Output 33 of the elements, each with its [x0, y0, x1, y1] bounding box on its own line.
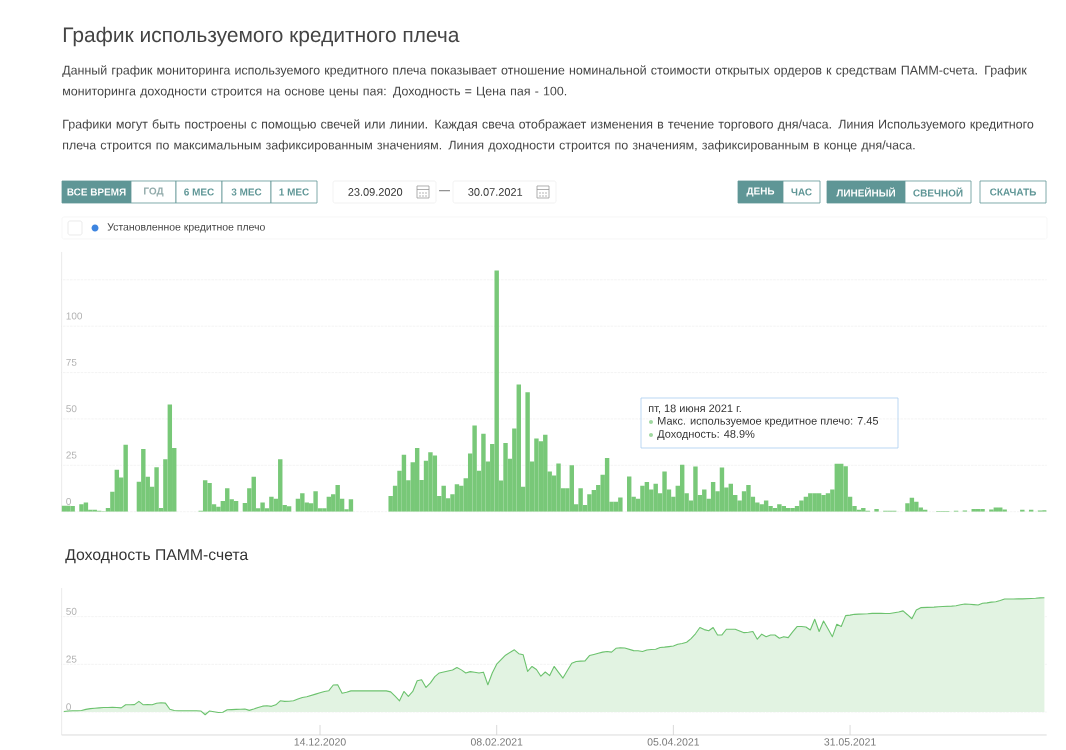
- y-tick-label: 75: [66, 358, 77, 366]
- annotation: пт, 18 июня 2021 г.: [648, 404, 741, 414]
- annotation: Макс. используемое кредитное плечо: 7.45: [658, 417, 879, 427]
- y-tick-label: 100: [66, 312, 83, 320]
- annotation: Доходность: 48.9%: [657, 430, 755, 440]
- text: СКАЧАТЬ: [990, 188, 1036, 196]
- text: 1 МЕС: [279, 188, 309, 196]
- text: Графики могут быть построены с помощью свечей или линии. Каждая свеча отображает изменения в течение торгового дня/часа. Линия Используемого кредитного плеча строится по максимальным зафиксированным значениям. Линия доходности строится по значениям, зафиксированным в конце дня/часа.: [63, 119, 1034, 152]
- text: СВЕЧНОЙ: [913, 187, 963, 197]
- y-tick-label: 25: [66, 655, 77, 663]
- x-tick-label: 31.05.2021: [824, 738, 876, 746]
- text: 6 МЕС: [184, 188, 214, 196]
- text: 3 МЕС: [231, 188, 262, 196]
- chart-subtitle: Данный график мониторинга используемого кредитного плеча показывает отношение номинальной стоимости открытых ордеров к средствам ПАММ-счета. График мониторинга доходности строится на основе цены пая: Доходность = Цена пая - 100.: [62, 65, 1027, 98]
- y-tick-label: 50: [66, 405, 77, 413]
- y-tick-label: 0: [66, 703, 71, 711]
- x-tick-label: 14.12.2020: [294, 738, 346, 746]
- y-tick-label: 50: [66, 607, 77, 615]
- x-tick-label: 08.02.2021: [470, 738, 523, 746]
- y-tick-label: 0: [66, 497, 71, 505]
- chart-title: График используемого кредитного плеча: [63, 26, 460, 47]
- text: ВСЕ ВРЕМЯ: [67, 188, 126, 196]
- text: —: [439, 190, 450, 192]
- text: ГОД: [144, 187, 164, 197]
- x-tick-label: 05.04.2021: [647, 738, 700, 746]
- text: Установленное кредитное плечо: [107, 223, 265, 233]
- text: ЧАС: [791, 188, 812, 196]
- text: ДЕНЬ: [746, 187, 775, 197]
- y-tick-label: 25: [66, 451, 77, 459]
- text: 30.07.2021: [468, 188, 523, 196]
- text: 23.09.2020: [348, 188, 403, 196]
- text: ЛИНЕЙНЫЙ: [836, 187, 895, 197]
- chart-title: Доходность ПАММ-счета: [65, 549, 249, 564]
